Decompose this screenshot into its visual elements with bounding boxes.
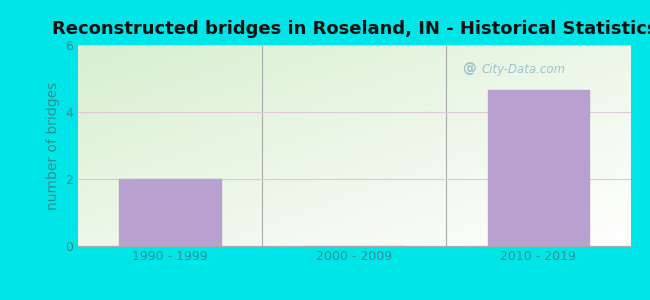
Y-axis label: number of bridges: number of bridges — [46, 81, 60, 210]
Bar — [488, 90, 589, 246]
Text: @: @ — [462, 62, 476, 76]
Title: Reconstructed bridges in Roseland, IN - Historical Statistics: Reconstructed bridges in Roseland, IN - … — [51, 20, 650, 38]
Text: City-Data.com: City-Data.com — [481, 63, 566, 76]
Bar — [120, 179, 221, 246]
